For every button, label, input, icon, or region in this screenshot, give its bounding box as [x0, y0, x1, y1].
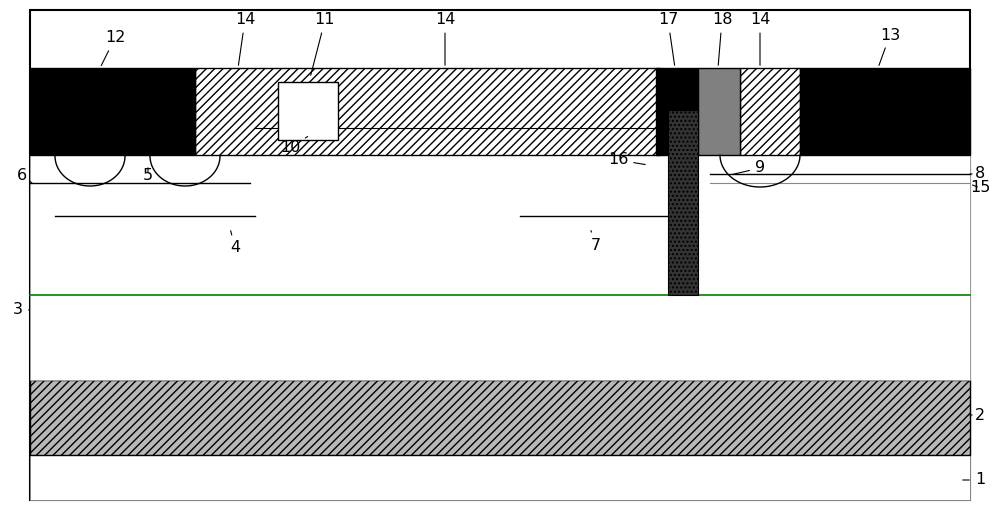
Text: 10: 10 — [280, 136, 308, 155]
Text: 14: 14 — [235, 12, 255, 65]
Bar — [30, 455, 970, 500]
Bar — [668, 110, 698, 295]
Text: 3: 3 — [13, 303, 29, 317]
Bar — [30, 155, 970, 380]
Text: 4: 4 — [230, 230, 240, 256]
Bar — [278, 82, 338, 140]
Bar — [698, 68, 740, 155]
Text: 1: 1 — [963, 473, 985, 487]
Text: 2: 2 — [970, 407, 985, 423]
Text: 9: 9 — [733, 160, 765, 175]
Bar — [656, 68, 698, 155]
Text: 16: 16 — [608, 152, 645, 168]
Text: 14: 14 — [435, 12, 455, 65]
Text: 14: 14 — [750, 12, 770, 65]
Text: 6: 6 — [17, 168, 32, 183]
Bar — [800, 68, 970, 155]
Text: 13: 13 — [879, 28, 900, 65]
Text: 8: 8 — [970, 167, 985, 181]
Text: 17: 17 — [658, 12, 678, 65]
Text: 15: 15 — [970, 180, 990, 196]
Text: 12: 12 — [101, 31, 125, 65]
Text: 11: 11 — [311, 12, 335, 75]
Bar — [30, 380, 970, 455]
Bar — [30, 68, 195, 155]
Text: 7: 7 — [591, 230, 601, 252]
Text: 18: 18 — [712, 12, 732, 65]
Bar — [195, 68, 660, 155]
Bar — [740, 68, 800, 155]
Text: 5: 5 — [143, 168, 153, 182]
